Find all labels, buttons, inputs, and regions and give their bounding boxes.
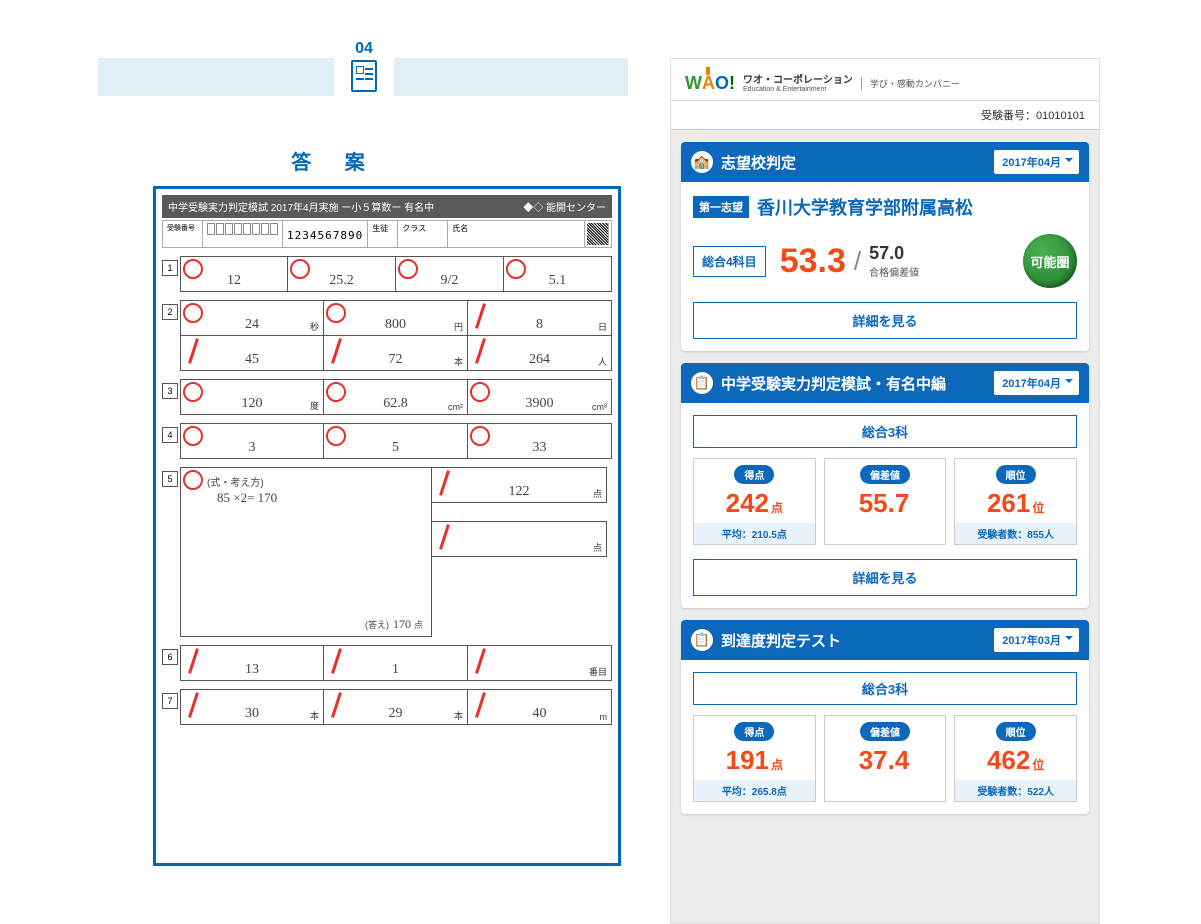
sheet-header-left: 中学受験実力判定模試 2017年4月実施 ー小５算数ー 有名中	[168, 199, 434, 214]
answer-cell: 29本	[324, 689, 468, 725]
logo-line2: Education & Entertainment	[743, 86, 853, 93]
card2-date-select[interactable]: 2017年04月	[994, 371, 1079, 395]
answer-cell: 33	[468, 423, 612, 459]
judgment-badge: 可能圏	[1023, 234, 1077, 288]
answer-cell: 120度	[180, 379, 324, 415]
stat-box: 得点242点平均：210.5点	[693, 458, 816, 545]
pass-label: 合格偏差値	[869, 264, 919, 279]
answer-cell: 264人	[468, 335, 612, 371]
card1-date-select[interactable]: 2017年04月	[994, 150, 1079, 174]
answer-cell: 9/2	[396, 256, 504, 292]
sheet-header-right: ◆◇ 能開センター	[523, 199, 606, 214]
sheet-digits: 1234567890	[283, 221, 368, 247]
answer-cell: 1	[324, 645, 468, 681]
answer-cell: 62.8cm²	[324, 379, 468, 415]
answer-cell: 5	[324, 423, 468, 459]
wao-logo: WAO!	[685, 73, 735, 94]
card2-title: 中学受験実力判定模試・有名中編	[721, 373, 986, 394]
stat-box: 偏差値55.7	[824, 458, 947, 545]
card3-tab[interactable]: 総合3科	[693, 672, 1077, 705]
section-icon: 04	[334, 40, 394, 130]
card1-title: 志望校判定	[721, 152, 986, 173]
answer-cell: 8日	[468, 300, 612, 336]
answer-sheet: 中学受験実力判定模試 2017年4月実施 ー小５算数ー 有名中 ◆◇ 能開センタ…	[153, 186, 621, 866]
answer-cell: 30本	[180, 689, 324, 725]
logo-bar: WAO! ワオ・コーポレーション Education & Entertainme…	[671, 59, 1099, 101]
answer-cell: 12	[180, 256, 288, 292]
stat-box: 得点191点平均：265.8点	[693, 715, 816, 802]
answer-cell: 番目	[468, 645, 612, 681]
answer-cell: 13	[180, 645, 324, 681]
card3-date-select[interactable]: 2017年03月	[994, 628, 1079, 652]
right-panel: WAO! ワオ・コーポレーション Education & Entertainme…	[670, 58, 1100, 924]
answer-cell: 45	[180, 335, 324, 371]
school-name: 香川大学教育学部附属高松	[757, 194, 973, 220]
sheet-header: 中学受験実力判定模試 2017年4月実施 ー小５算数ー 有名中 ◆◇ 能開センタ…	[162, 195, 612, 218]
logo-line1: ワオ・コーポレーション	[743, 75, 853, 86]
achievement-test-card: 📋 到達度判定テスト 2017年03月 総合3科 得点191点平均：265.8点…	[681, 620, 1089, 814]
answer-cell: 3900cm³	[468, 379, 612, 415]
examinee-id: 受験番号：01010101	[671, 101, 1099, 130]
logo-tag: 学び・感動カンパニー	[861, 77, 960, 90]
report-icon: 📋	[691, 629, 713, 651]
answer-cell: 点	[431, 521, 607, 557]
stat-box: 偏差値37.4	[824, 715, 947, 802]
choice-badge: 第一志望	[693, 196, 749, 218]
answer-cell: 3	[180, 423, 324, 459]
school-icon: 🏫	[691, 151, 713, 173]
answer-cell: 72本	[324, 335, 468, 371]
subject-box: 総合4科目	[693, 246, 766, 277]
card2-tab[interactable]: 総合3科	[693, 415, 1077, 448]
stat-box: 順位261位受験者数：855人	[954, 458, 1077, 545]
report-icon: 📋	[691, 372, 713, 394]
answer-cell: 5.1	[504, 256, 612, 292]
mock-exam-card: 📋 中学受験実力判定模試・有名中編 2017年04月 総合3科 得点242点平均…	[681, 363, 1089, 608]
answer-cell: 24秒	[180, 300, 324, 336]
answer-cell: 800円	[324, 300, 468, 336]
answer-cell: 40m	[468, 689, 612, 725]
deviation-score: 53.3	[780, 242, 846, 281]
section-number: 04	[334, 40, 394, 58]
answer-cell: 122点	[431, 467, 607, 503]
school-judgment-card: 🏫 志望校判定 2017年04月 第一志望 香川大学教育学部附属高松 総合4科目…	[681, 142, 1089, 351]
document-icon	[351, 60, 377, 92]
answer-cell: 25.2	[288, 256, 396, 292]
card2-detail-button[interactable]: 詳細を見る	[693, 559, 1077, 596]
qr-icon	[587, 223, 609, 245]
pass-score: 57.0	[869, 243, 919, 264]
sheet-subheader: 受験番号 1234567890 生徒 クラス 氏名	[162, 220, 612, 248]
stat-box: 順位462位受験者数：522人	[954, 715, 1077, 802]
section-title: 答 案	[0, 146, 670, 175]
card1-detail-button[interactable]: 詳細を見る	[693, 302, 1077, 339]
card3-title: 到達度判定テスト	[721, 630, 986, 651]
